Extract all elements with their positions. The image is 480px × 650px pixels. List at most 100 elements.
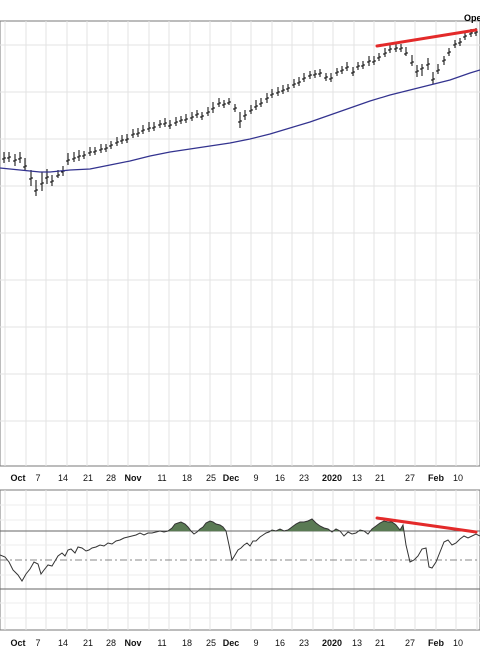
price-bar: [222, 100, 226, 108]
price-bar: [174, 117, 178, 126]
price-bar: [259, 98, 263, 107]
indicator-x-tick-label: Oct: [10, 638, 25, 648]
price-bar: [125, 134, 129, 143]
price-bar: [265, 93, 269, 103]
price-bar: [99, 144, 103, 153]
indicator-frame: [0, 489, 480, 631]
price-bar: [34, 180, 38, 196]
indicator-lines: [0, 516, 480, 582]
price-bar: [415, 65, 419, 77]
price-bar: [227, 98, 231, 105]
price-bar: [104, 144, 108, 152]
price-bar: [394, 44, 398, 52]
price-bar: [50, 175, 54, 186]
price-trendline: [375, 28, 478, 48]
price-x-tick-label: Dec: [223, 473, 240, 483]
indicator-x-tick-label: 2020: [322, 638, 342, 648]
price-bar: [377, 53, 381, 61]
price-bar: [254, 100, 258, 110]
price-x-tick-label: 23: [299, 473, 309, 483]
price-bar: [23, 158, 27, 171]
indicator-x-tick-label: 13: [352, 638, 362, 648]
indicator-x-tick-label: Nov: [124, 638, 141, 648]
indicator-x-tick-label: 7: [35, 638, 40, 648]
price-bar: [152, 122, 156, 131]
price-x-tick-label: 14: [58, 473, 68, 483]
price-bar: [2, 152, 6, 163]
price-bar: [200, 112, 204, 120]
price-frame: [0, 20, 480, 467]
indicator-x-tick-label: Dec: [223, 638, 240, 648]
price-bar: [217, 98, 221, 107]
price-bar: [345, 62, 349, 71]
price-bar: [372, 56, 376, 65]
price-bar: [93, 147, 97, 155]
indicator-x-tick-label: 25: [206, 638, 216, 648]
price-bar: [120, 135, 124, 144]
price-bar: [361, 61, 365, 69]
price-bar: [206, 107, 210, 116]
price-bar: [436, 64, 440, 74]
price-x-tick-label: 18: [182, 473, 192, 483]
price-x-tick-label: 9: [253, 473, 258, 483]
price-bar: [286, 84, 290, 92]
price-bar: [66, 153, 70, 165]
indicator-x-axis-labels: Oct 7 14 21 28 Nov 11 18 25 Dec 9 16 23 2020 13 21 27 Feb…: [10, 638, 463, 648]
price-x-tick-label: 11: [157, 473, 166, 483]
price-bar: [243, 110, 247, 120]
price-x-axis-labels: Oct 7 14 21 28 Nov 11 18 25 Dec 9 16 23 2020 13 21 27 Feb…: [10, 473, 463, 483]
indicator-x-tick-label: 21: [83, 638, 93, 648]
price-x-tick-label: Feb: [428, 473, 445, 483]
price-bar: [82, 151, 86, 159]
indicator-x-tick-label: 14: [58, 638, 68, 648]
price-bar: [40, 172, 44, 191]
price-bar: [18, 152, 22, 163]
indicator-oscillator-line: [0, 518, 480, 582]
price-annotation-label: Ope: [464, 13, 480, 23]
price-bar: [233, 104, 237, 112]
price-bar: [335, 68, 339, 76]
price-bar: [399, 44, 403, 52]
price-x-tick-label: Nov: [124, 473, 141, 483]
price-bar: [324, 73, 328, 81]
price-bar: [136, 128, 140, 137]
price-bar: [131, 129, 135, 138]
price-bar: [420, 64, 424, 76]
price-x-tick-label: Oct: [10, 473, 25, 483]
price-bar: [356, 62, 360, 70]
price-bar: [292, 79, 296, 88]
price-bar: [13, 154, 17, 166]
price-bar: [340, 66, 344, 74]
price-x-tick-label: 21: [375, 473, 385, 483]
price-bar: [410, 55, 414, 66]
indicator-x-tick-label: 18: [182, 638, 192, 648]
price-bar: [431, 72, 435, 84]
price-x-tick-label: 7: [35, 473, 40, 483]
price-bars: [2, 28, 478, 196]
price-chart-panel: Ope Oct 7 14 21 28 Nov 11 18 25 Dec 9 16 23 2020 13 21 2…: [0, 13, 480, 483]
price-x-tick-label: 13: [352, 473, 362, 483]
price-bar: [195, 110, 199, 118]
indicator-x-tick-label: Feb: [428, 638, 445, 648]
price-bar: [308, 71, 312, 79]
indicator-trendline: [375, 516, 478, 534]
price-bar: [238, 112, 242, 128]
price-x-tick-label: 28: [106, 473, 116, 483]
price-bar: [351, 67, 355, 76]
price-moving-average: [0, 69, 480, 173]
price-bar: [7, 152, 11, 162]
price-bar: [211, 102, 215, 113]
indicator-x-tick-label: 28: [106, 638, 116, 648]
indicator-x-tick-label: 16: [275, 638, 285, 648]
price-x-tick-label: 2020: [322, 473, 342, 483]
price-bar: [72, 152, 76, 162]
price-bar: [168, 120, 172, 129]
price-bar: [383, 48, 387, 57]
price-bar: [190, 112, 194, 121]
indicator-x-tick-label: 23: [299, 638, 309, 648]
price-plot-area: [0, 21, 480, 466]
price-bar: [297, 77, 301, 86]
price-bar: [249, 105, 253, 114]
price-bar: [329, 73, 333, 82]
